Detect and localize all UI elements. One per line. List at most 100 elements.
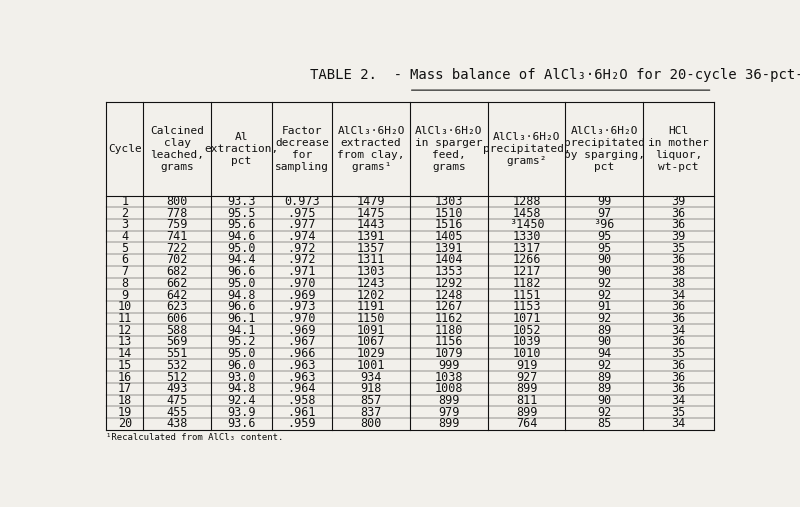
Text: 979: 979 (438, 406, 459, 419)
Text: 1010: 1010 (512, 347, 541, 360)
Text: 1153: 1153 (512, 300, 541, 313)
Text: 1292: 1292 (434, 277, 463, 290)
Text: 36: 36 (671, 382, 686, 395)
Text: 1008: 1008 (434, 382, 463, 395)
Text: 4: 4 (122, 230, 128, 243)
Text: 34: 34 (671, 288, 686, 302)
Text: 1243: 1243 (357, 277, 386, 290)
Text: 95.6: 95.6 (227, 219, 255, 231)
Text: 8: 8 (122, 277, 128, 290)
Text: 2: 2 (122, 206, 128, 220)
Text: 92: 92 (597, 277, 611, 290)
Text: 1311: 1311 (357, 254, 386, 267)
Text: 38: 38 (671, 265, 686, 278)
Text: 36: 36 (671, 219, 686, 231)
Text: 512: 512 (166, 371, 188, 384)
Text: 94.8: 94.8 (227, 382, 255, 395)
Text: 1029: 1029 (357, 347, 386, 360)
Text: 3: 3 (122, 219, 128, 231)
Text: 18: 18 (118, 394, 132, 407)
Text: 493: 493 (166, 382, 188, 395)
Text: 1038: 1038 (434, 371, 463, 384)
Text: .959: .959 (288, 417, 316, 430)
Text: 1079: 1079 (434, 347, 463, 360)
Text: .963: .963 (288, 371, 316, 384)
Text: ³96: ³96 (594, 219, 614, 231)
Text: 95: 95 (597, 242, 611, 255)
Text: 1353: 1353 (434, 265, 463, 278)
Text: 1475: 1475 (357, 206, 386, 220)
Text: 899: 899 (516, 382, 537, 395)
Text: 92.4: 92.4 (227, 394, 255, 407)
Text: .972: .972 (288, 254, 316, 267)
Text: 918: 918 (361, 382, 382, 395)
Text: 1267: 1267 (434, 300, 463, 313)
Text: 1458: 1458 (512, 206, 541, 220)
Text: .974: .974 (288, 230, 316, 243)
Text: 90: 90 (597, 254, 611, 267)
Text: 96.6: 96.6 (227, 300, 255, 313)
Text: 1151: 1151 (512, 288, 541, 302)
Text: 1303: 1303 (357, 265, 386, 278)
Text: 899: 899 (516, 406, 537, 419)
Text: .970: .970 (288, 277, 316, 290)
Text: 811: 811 (516, 394, 537, 407)
Text: 1150: 1150 (357, 312, 386, 325)
Text: 34: 34 (671, 417, 686, 430)
Text: 438: 438 (166, 417, 188, 430)
Text: Mass balance of AlCl₃·6H₂O for 20-cycle 36-pct-HCl test: Mass balance of AlCl₃·6H₂O for 20-cycle … (410, 68, 800, 82)
Text: 94: 94 (597, 347, 611, 360)
Text: 0.973: 0.973 (284, 195, 320, 208)
Text: 15: 15 (118, 359, 132, 372)
Text: 92: 92 (597, 288, 611, 302)
Text: .971: .971 (288, 265, 316, 278)
Text: 837: 837 (361, 406, 382, 419)
Text: 35: 35 (671, 242, 686, 255)
Text: 1052: 1052 (512, 323, 541, 337)
Text: 19: 19 (118, 406, 132, 419)
Text: 36: 36 (671, 359, 686, 372)
Text: 36: 36 (671, 312, 686, 325)
Text: 1391: 1391 (434, 242, 463, 255)
Text: 20: 20 (118, 417, 132, 430)
Text: 1091: 1091 (357, 323, 386, 337)
Text: 1191: 1191 (357, 300, 386, 313)
Text: 99: 99 (597, 195, 611, 208)
Text: 1510: 1510 (434, 206, 463, 220)
Text: 623: 623 (166, 300, 188, 313)
Text: 9: 9 (122, 288, 128, 302)
Text: Calcined
clay
leached,
grams: Calcined clay leached, grams (150, 126, 204, 172)
Text: 39: 39 (671, 230, 686, 243)
Text: 551: 551 (166, 347, 188, 360)
Text: 1303: 1303 (434, 195, 463, 208)
Text: .970: .970 (288, 312, 316, 325)
Text: .969: .969 (288, 323, 316, 337)
Text: 934: 934 (361, 371, 382, 384)
Text: 94.4: 94.4 (227, 254, 255, 267)
Text: .963: .963 (288, 359, 316, 372)
Text: .973: .973 (288, 300, 316, 313)
Text: 90: 90 (597, 394, 611, 407)
Text: 702: 702 (166, 254, 188, 267)
Text: 1067: 1067 (357, 336, 386, 348)
Text: 34: 34 (671, 394, 686, 407)
Text: AlCl₃·6H₂O
precipitated
by sparging,
pct: AlCl₃·6H₂O precipitated by sparging, pct (563, 126, 645, 172)
Text: 1479: 1479 (357, 195, 386, 208)
Text: 1: 1 (122, 195, 128, 208)
Text: 11: 11 (118, 312, 132, 325)
Text: .967: .967 (288, 336, 316, 348)
Text: 1357: 1357 (357, 242, 386, 255)
Text: 1248: 1248 (434, 288, 463, 302)
Text: 682: 682 (166, 265, 188, 278)
Text: 35: 35 (671, 406, 686, 419)
Text: .975: .975 (288, 206, 316, 220)
Text: 800: 800 (361, 417, 382, 430)
Text: 14: 14 (118, 347, 132, 360)
Text: 36: 36 (671, 254, 686, 267)
Text: 10: 10 (118, 300, 132, 313)
Text: 95.0: 95.0 (227, 277, 255, 290)
Text: 93.0: 93.0 (227, 371, 255, 384)
Text: 92: 92 (597, 406, 611, 419)
Text: 899: 899 (438, 394, 459, 407)
Text: 85: 85 (597, 417, 611, 430)
